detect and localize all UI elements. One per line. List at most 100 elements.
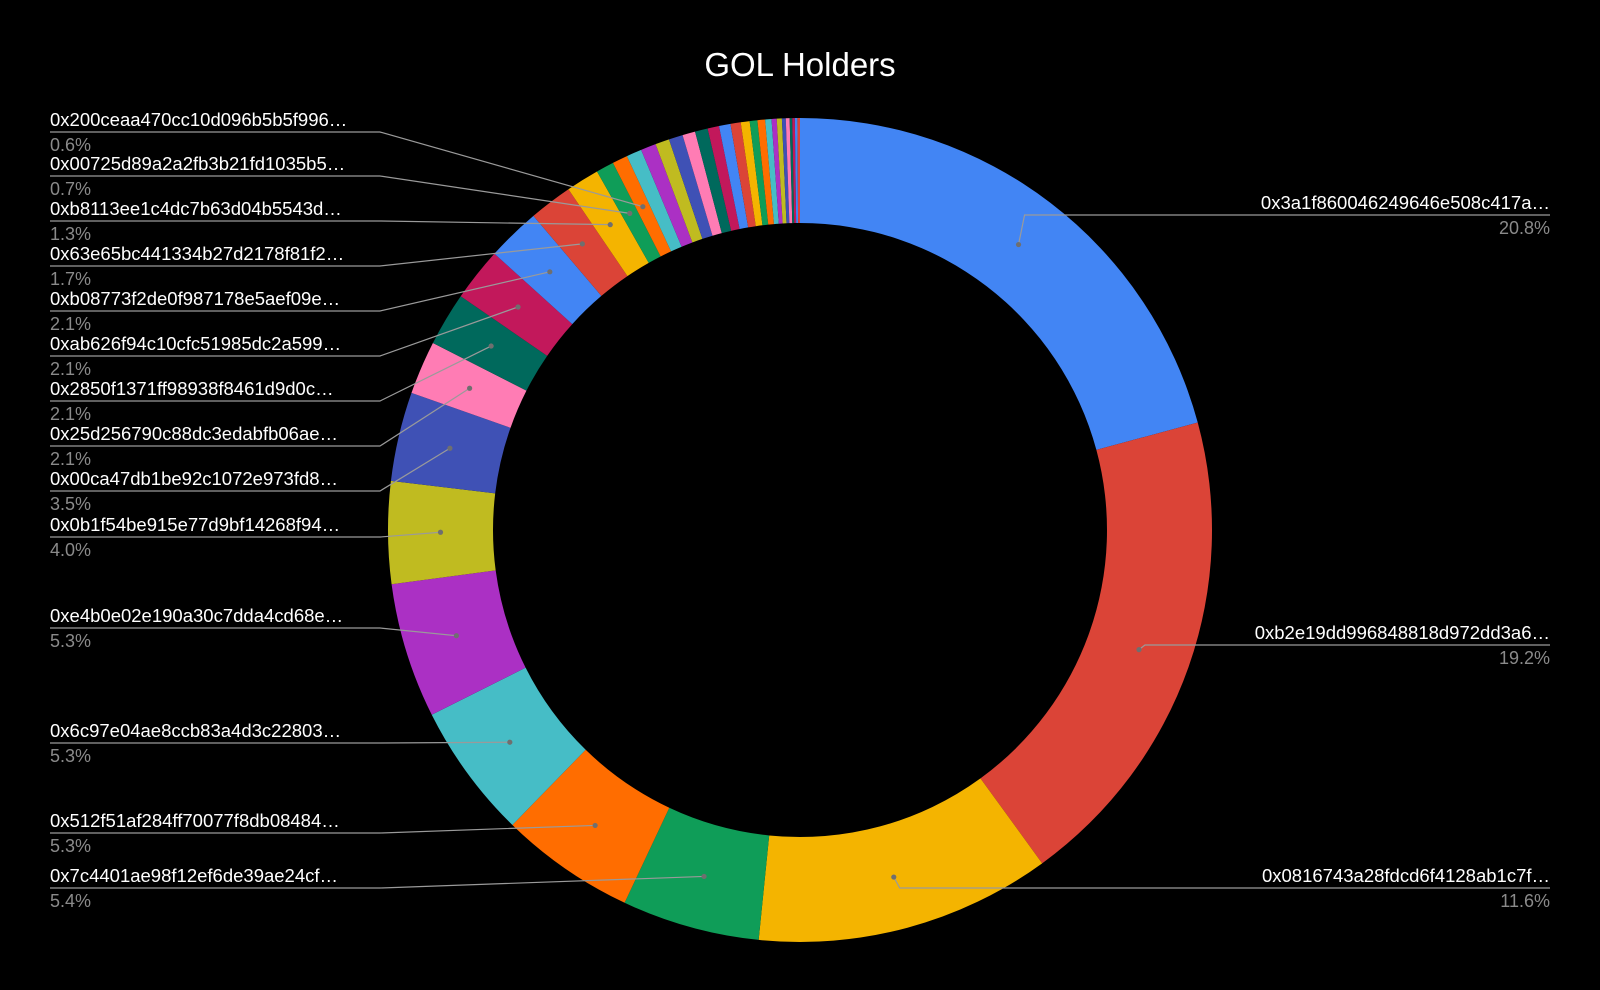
slice-percent-label: 0.7% (50, 179, 91, 199)
slice-label: 0xb2e19dd996848818d972dd3a6… (1255, 622, 1550, 643)
slice (390, 392, 511, 494)
slice (794, 118, 799, 224)
slice-percent-label: 3.5% (50, 494, 91, 514)
slice-label: 0x7c4401ae98f12ef6de39ae24cf… (50, 865, 338, 886)
leader-line (893, 876, 1550, 889)
leader-dot (507, 739, 513, 745)
slice-label: 0x00725d89a2a2fb3b21fd1035b5… (50, 153, 345, 174)
slice (512, 749, 670, 903)
chart-title: GOL Holders (704, 46, 895, 83)
slice-label: 0x2850f1371ff98938f8461d9d0c… (50, 378, 334, 399)
leader-lines (50, 131, 1550, 889)
slice-label: 0xb8113ee1c4dc7b63d04b5543d… (50, 198, 342, 219)
slice (730, 122, 756, 228)
leader-line (50, 131, 644, 208)
leader-dot (592, 822, 598, 829)
slice-label: 0xab626f94c10cfc51985dc2a599… (50, 333, 341, 354)
leader-dot (701, 873, 707, 880)
slice (391, 570, 526, 715)
slice (785, 118, 793, 224)
slice-label: 0x0b1f54be915e77d9bf14268f94… (50, 514, 340, 535)
slice (411, 342, 527, 428)
slice-percent-label: 2.1% (50, 404, 91, 424)
slice (624, 807, 770, 940)
leader-line (1017, 214, 1550, 245)
leader-dot (1015, 241, 1022, 248)
slice (980, 422, 1212, 864)
slice (682, 131, 722, 236)
slice (432, 296, 548, 391)
leader-line (50, 220, 611, 226)
leader-line (50, 824, 596, 834)
leader-dot (627, 210, 633, 216)
leader-dot (437, 529, 444, 535)
slice (718, 123, 749, 229)
slice-percent-label: 5.4% (50, 891, 91, 911)
leader-dot (453, 633, 459, 639)
leader-line (50, 627, 457, 637)
slice-percent-label: 5.3% (50, 836, 91, 856)
slice-label: 0x0816743a28fdcd6f4128ab1c7f… (1262, 865, 1550, 886)
slice (765, 118, 779, 225)
slice (771, 118, 783, 224)
slice (655, 139, 703, 243)
slice-label: 0x63e65bc441334b27d2178f81f2… (50, 243, 344, 264)
leader-line (50, 741, 510, 744)
slice (641, 144, 693, 247)
slice (776, 118, 787, 224)
leader-dot (579, 241, 585, 247)
slice (494, 215, 602, 325)
leader-dot (640, 204, 646, 210)
slice-label: 0xb08773f2de0f987178e5aef09e… (50, 288, 340, 309)
slice-percent-label: 5.3% (50, 631, 91, 651)
slice-label: 0x25d256790c88dc3edabfb06ae… (50, 423, 338, 444)
slice-percent-label: 2.1% (50, 449, 91, 469)
slice (797, 118, 800, 224)
slice-label: 0xe4b0e02e190a30c7dda4cd68e… (50, 605, 343, 626)
leader-line (50, 531, 441, 538)
slice-percent-label: 4.0% (50, 540, 91, 560)
leader-dot (1136, 647, 1142, 653)
slice-label: 0x512f51af284ff70077f8db08484… (50, 810, 340, 831)
slice-percent-label: 11.6% (1500, 891, 1550, 911)
slice-percent-label: 2.1% (50, 314, 91, 334)
slice (749, 120, 769, 226)
slice (668, 135, 713, 239)
leader-dot (467, 385, 473, 391)
leader-line (50, 306, 519, 357)
leader-line (50, 175, 630, 214)
slice (757, 119, 774, 225)
slice-label: 0x6c97e04ae8ccb83a4d3c22803… (50, 720, 341, 741)
slice (695, 128, 732, 234)
leader-line (50, 447, 451, 492)
slice-labels: 0x3a1f860046249646e508c417a… 20.8% 0xb2e19… (50, 109, 1550, 911)
slice-percent-label: 2.1% (50, 359, 91, 379)
slice-label: 0x200ceaa470cc10d096b5b5f996… (50, 109, 347, 130)
leader-line (50, 387, 470, 447)
slice-percent-label: 19.2% (1499, 648, 1550, 668)
leader-dot (515, 304, 521, 310)
slice (626, 149, 682, 252)
leader-dot (447, 445, 453, 451)
slice-percent-label: 1.3% (50, 224, 91, 244)
slice (740, 121, 763, 227)
slice-percent-label: 20.8% (1499, 218, 1550, 238)
slice (792, 118, 797, 224)
slice (431, 667, 586, 825)
slice (781, 118, 790, 224)
slice-percent-label: 0.6% (50, 135, 91, 155)
slice (800, 118, 1198, 450)
slice-percent-label: 5.3% (50, 746, 91, 766)
slice-label: 0x3a1f860046249646e508c417a… (1261, 192, 1550, 213)
slice (758, 778, 1043, 942)
leader-dot (547, 269, 553, 275)
leader-line (50, 271, 550, 312)
slice-percent-label: 1.7% (50, 269, 91, 289)
slice (707, 126, 740, 231)
leader-line (50, 243, 583, 267)
slice (460, 253, 573, 356)
leader-line (50, 875, 705, 889)
leader-dot (607, 222, 613, 228)
leader-dot (488, 343, 494, 349)
